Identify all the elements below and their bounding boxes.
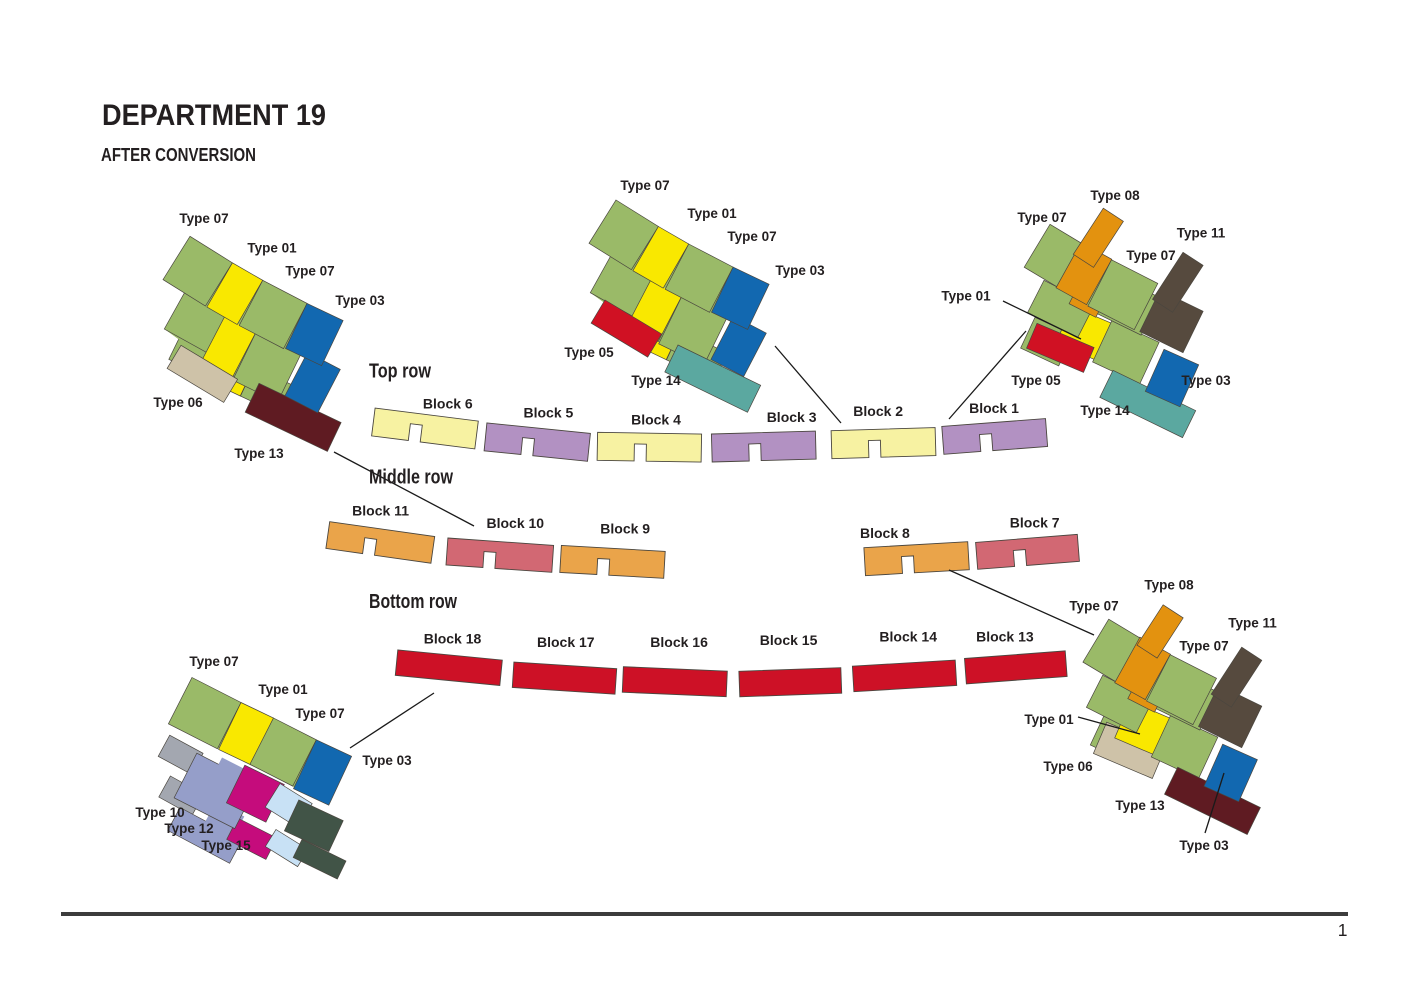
svg-text:Type 07: Type 07 — [727, 229, 776, 244]
svg-text:Bottom row: Bottom row — [369, 591, 457, 613]
svg-text:Type 06: Type 06 — [1043, 759, 1093, 774]
svg-text:Block 11: Block 11 — [352, 503, 409, 519]
svg-text:Type 07: Type 07 — [1126, 248, 1175, 263]
svg-text:Type 03: Type 03 — [1179, 838, 1229, 853]
svg-text:Type 14: Type 14 — [631, 373, 681, 388]
svg-text:Type 01: Type 01 — [1024, 712, 1074, 727]
svg-text:Block 9: Block 9 — [600, 521, 650, 537]
svg-text:Type 01: Type 01 — [687, 206, 737, 221]
svg-text:Block 13: Block 13 — [976, 629, 1034, 645]
svg-text:Type 11: Type 11 — [1177, 226, 1226, 241]
svg-text:Type 15: Type 15 — [201, 838, 251, 853]
svg-text:Type 07: Type 07 — [295, 706, 344, 721]
svg-text:Type 07: Type 07 — [179, 211, 228, 226]
svg-text:Type 08: Type 08 — [1144, 578, 1194, 593]
svg-text:Block 4: Block 4 — [631, 411, 681, 427]
svg-text:1: 1 — [1338, 920, 1348, 940]
svg-text:Type 01: Type 01 — [258, 682, 308, 697]
svg-text:Block 3: Block 3 — [767, 409, 817, 425]
svg-text:Type 03: Type 03 — [775, 263, 825, 278]
svg-text:Block 6: Block 6 — [423, 395, 473, 411]
svg-text:Block 5: Block 5 — [523, 405, 573, 421]
svg-text:Type 06: Type 06 — [153, 395, 203, 410]
svg-text:Type 13: Type 13 — [234, 446, 284, 461]
svg-text:Block 10: Block 10 — [487, 515, 545, 531]
svg-text:Block 2: Block 2 — [853, 403, 903, 419]
svg-text:Type 07: Type 07 — [620, 178, 669, 193]
svg-text:Type 01: Type 01 — [247, 240, 297, 255]
svg-text:Block 18: Block 18 — [424, 630, 482, 646]
svg-text:Type 01: Type 01 — [941, 289, 991, 304]
svg-text:Top row: Top row — [369, 361, 431, 383]
svg-text:Block 17: Block 17 — [537, 634, 595, 650]
svg-text:Type 07: Type 07 — [1017, 210, 1066, 225]
svg-text:Type 13: Type 13 — [1115, 798, 1165, 813]
svg-text:Type 07: Type 07 — [189, 654, 238, 669]
svg-text:Type 03: Type 03 — [335, 293, 385, 308]
svg-text:Type 07: Type 07 — [285, 263, 334, 278]
svg-text:Block 16: Block 16 — [650, 634, 708, 650]
svg-text:Type 08: Type 08 — [1090, 188, 1140, 203]
svg-text:Block 1: Block 1 — [969, 400, 1019, 416]
svg-text:Type 10: Type 10 — [135, 805, 184, 820]
svg-text:Type 05: Type 05 — [564, 345, 614, 360]
svg-text:Block 14: Block 14 — [879, 629, 937, 645]
svg-text:Type 03: Type 03 — [362, 753, 412, 768]
svg-text:Type 05: Type 05 — [1011, 373, 1061, 388]
svg-text:Type 03: Type 03 — [1181, 373, 1231, 388]
svg-text:Middle row: Middle row — [369, 466, 453, 488]
svg-text:Type 14: Type 14 — [1080, 403, 1130, 418]
svg-text:Type 11: Type 11 — [1228, 616, 1277, 631]
svg-text:Block 7: Block 7 — [1010, 515, 1060, 531]
svg-text:Type 12: Type 12 — [164, 821, 213, 836]
svg-text:Type 07: Type 07 — [1179, 639, 1228, 654]
svg-text:DEPARTMENT 19: DEPARTMENT 19 — [102, 99, 326, 132]
svg-text:Block 8: Block 8 — [860, 525, 910, 541]
svg-text:Type 07: Type 07 — [1069, 599, 1118, 614]
svg-text:AFTER CONVERSION: AFTER CONVERSION — [101, 145, 256, 165]
svg-text:Block 15: Block 15 — [760, 632, 818, 648]
